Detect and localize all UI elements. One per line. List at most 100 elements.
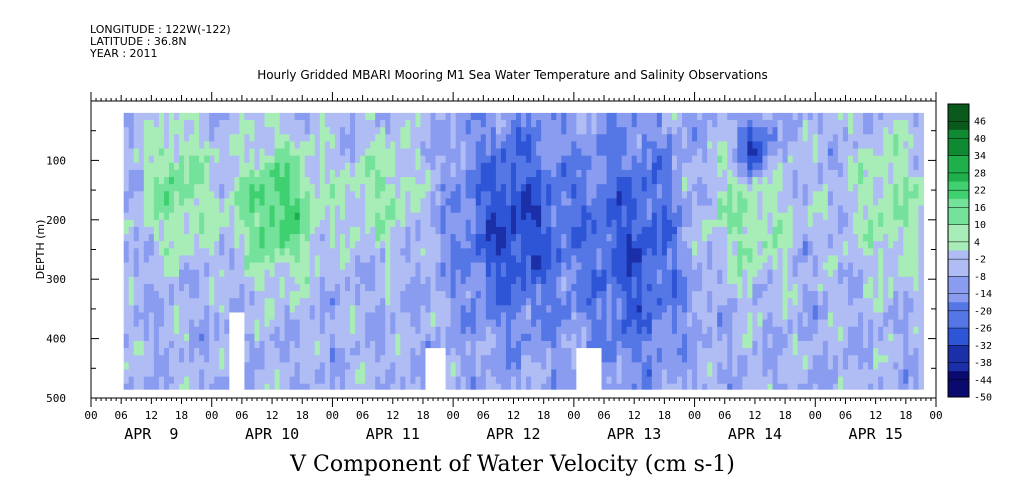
heatmap-cell <box>697 162 703 171</box>
heatmap-cell <box>194 226 200 235</box>
heatmap-cell <box>123 198 130 207</box>
heatmap-cell <box>390 305 396 314</box>
heatmap-cell <box>365 241 371 249</box>
heatmap-cell <box>244 184 251 192</box>
heatmap-cell <box>370 269 376 278</box>
heatmap-cell <box>445 248 452 257</box>
heatmap-cell <box>656 191 663 200</box>
heatmap-cell <box>601 376 608 385</box>
heatmap-cell <box>712 305 718 314</box>
heatmap-cell <box>455 234 462 242</box>
heatmap-cell <box>410 298 417 306</box>
heatmap-cell <box>345 248 351 257</box>
heatmap-cell <box>445 127 452 135</box>
heatmap-cell <box>173 283 180 292</box>
heatmap-cell <box>284 241 291 249</box>
heatmap-cell <box>646 198 653 207</box>
heatmap-cell <box>219 191 225 200</box>
heatmap-cell <box>254 155 261 164</box>
heatmap-cell <box>375 362 381 371</box>
heatmap-cell <box>450 305 457 314</box>
heatmap-cell <box>289 226 296 235</box>
heatmap-cell <box>179 120 185 128</box>
heatmap-cell <box>747 269 754 278</box>
heatmap-cell <box>576 383 582 390</box>
heatmap-cell <box>415 120 422 128</box>
heatmap-cell <box>510 248 517 257</box>
heatmap-cell <box>576 219 582 228</box>
heatmap-cell <box>184 305 190 314</box>
heatmap-cell <box>631 205 638 214</box>
heatmap-cell <box>455 141 462 150</box>
heatmap-cell <box>541 212 547 221</box>
heatmap-cell <box>621 148 628 157</box>
heatmap-cell <box>742 355 748 363</box>
heatmap-cell <box>460 162 467 171</box>
heatmap-cell <box>128 362 135 371</box>
heatmap-cell <box>395 205 401 214</box>
heatmap-cell <box>289 191 296 200</box>
heatmap-cell <box>470 362 477 371</box>
heatmap-cell <box>480 234 487 242</box>
heatmap-cell <box>480 248 487 257</box>
heatmap-cell <box>676 276 683 285</box>
heatmap-cell <box>294 383 301 390</box>
heatmap-cell <box>123 262 130 271</box>
heatmap-cell <box>611 212 618 221</box>
heatmap-cell <box>390 340 396 349</box>
heatmap-cell <box>470 134 477 142</box>
heatmap-cell <box>656 369 663 378</box>
heatmap-cell <box>138 248 145 257</box>
heatmap-cell <box>435 248 442 257</box>
heatmap-cell <box>254 362 261 371</box>
heatmap-cell <box>505 326 512 335</box>
heatmap-cell <box>254 312 261 321</box>
heatmap-cell <box>586 127 593 135</box>
heatmap-cell <box>531 112 537 121</box>
heatmap-cell <box>656 212 663 221</box>
heatmap-cell <box>752 120 759 128</box>
heatmap-cell <box>707 155 713 164</box>
heatmap-cell <box>717 198 723 207</box>
heatmap-cell <box>571 340 577 349</box>
heatmap-cell <box>666 191 673 200</box>
heatmap-cell <box>264 226 271 235</box>
heatmap-cell <box>430 333 437 342</box>
heatmap-cell <box>526 212 532 221</box>
heatmap-cell <box>460 312 467 321</box>
heatmap-cell <box>244 305 251 314</box>
heatmap-cell <box>475 120 482 128</box>
heatmap-cell <box>752 191 759 200</box>
heatmap-cell <box>616 362 623 371</box>
heatmap-cell <box>727 298 733 306</box>
heatmap-cell <box>224 262 230 271</box>
heatmap-cell <box>395 155 401 164</box>
heatmap-cell <box>345 383 351 390</box>
heatmap-cell <box>138 212 145 221</box>
heatmap-cell <box>556 177 562 185</box>
heatmap-cell <box>626 276 633 285</box>
heatmap-cell <box>485 141 492 150</box>
heatmap-cell <box>294 177 301 185</box>
heatmap-cell <box>626 312 633 321</box>
heatmap-cell <box>465 112 472 121</box>
heatmap-cell <box>304 348 311 356</box>
heatmap-cell <box>259 226 266 235</box>
heatmap-cell <box>254 348 261 356</box>
heatmap-cell <box>697 312 703 321</box>
heatmap-cell <box>727 362 733 371</box>
heatmap-cell <box>249 177 256 185</box>
heatmap-cell <box>676 362 683 371</box>
heatmap-cell <box>762 241 769 249</box>
heatmap-cell <box>465 326 472 335</box>
heatmap-cell <box>536 120 542 128</box>
heatmap-cell <box>475 134 482 142</box>
heatmap-cell <box>566 383 572 390</box>
heatmap-cell <box>470 355 477 363</box>
heatmap-cell <box>410 305 417 314</box>
heatmap-cell <box>440 319 447 328</box>
heatmap-cell <box>173 134 180 142</box>
heatmap-cell <box>732 326 738 335</box>
heatmap-cell <box>591 291 598 299</box>
heatmap-cell <box>631 248 638 257</box>
